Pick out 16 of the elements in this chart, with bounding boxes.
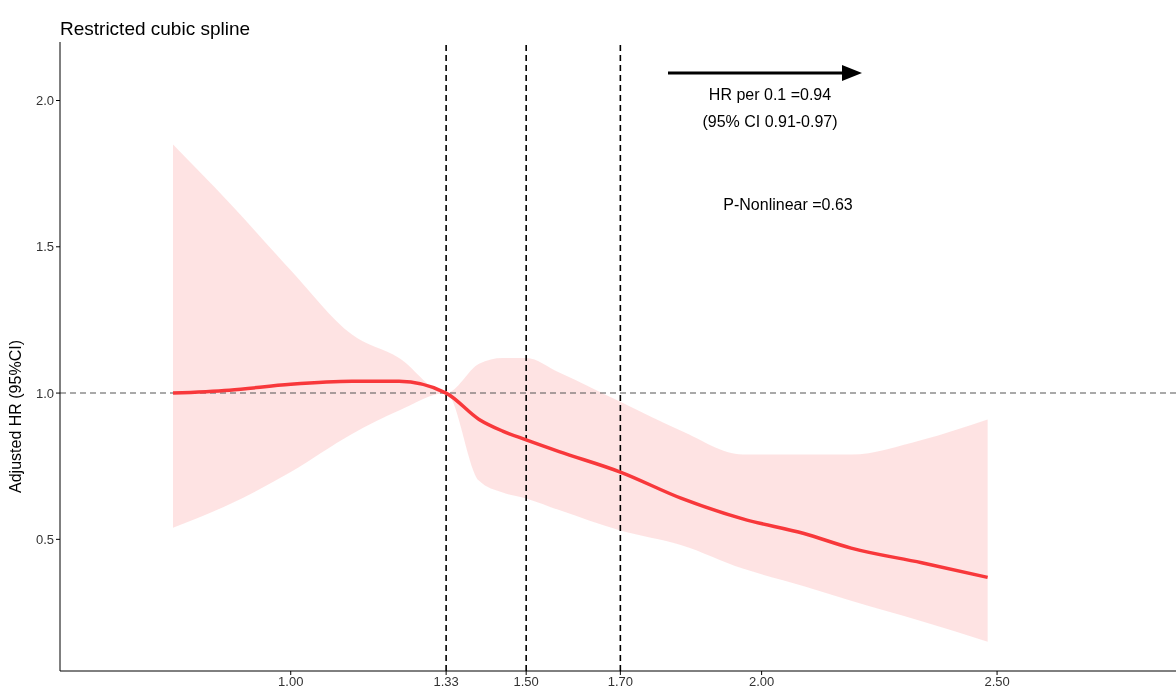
x-tick-label: 1.33: [433, 674, 459, 690]
y-tick-label: 1.5: [35, 239, 54, 255]
y-tick-label: 1.0: [35, 385, 54, 401]
x-tick-label: 2.50: [984, 674, 1010, 690]
y-axis-title: Adjusted HR (95%CI): [6, 340, 24, 493]
x-tick-label: 1.50: [513, 674, 539, 690]
x-tick-label: 1.00: [278, 674, 304, 690]
x-tick-label: 1.70: [607, 674, 634, 690]
y-tick-label: 0.5: [35, 531, 54, 547]
y-tick-label: 2.0: [35, 93, 54, 109]
annotation: (95% CI 0.91-0.97): [702, 113, 838, 131]
annotation: HR per 0.1 =0.94: [708, 86, 832, 104]
line-series: [171, 379, 990, 580]
annotation: P-Nonlinear =0.63: [723, 196, 853, 214]
x-tick-label: 2.00: [748, 674, 775, 690]
chart-title: Restricted cubic spline: [60, 18, 251, 40]
